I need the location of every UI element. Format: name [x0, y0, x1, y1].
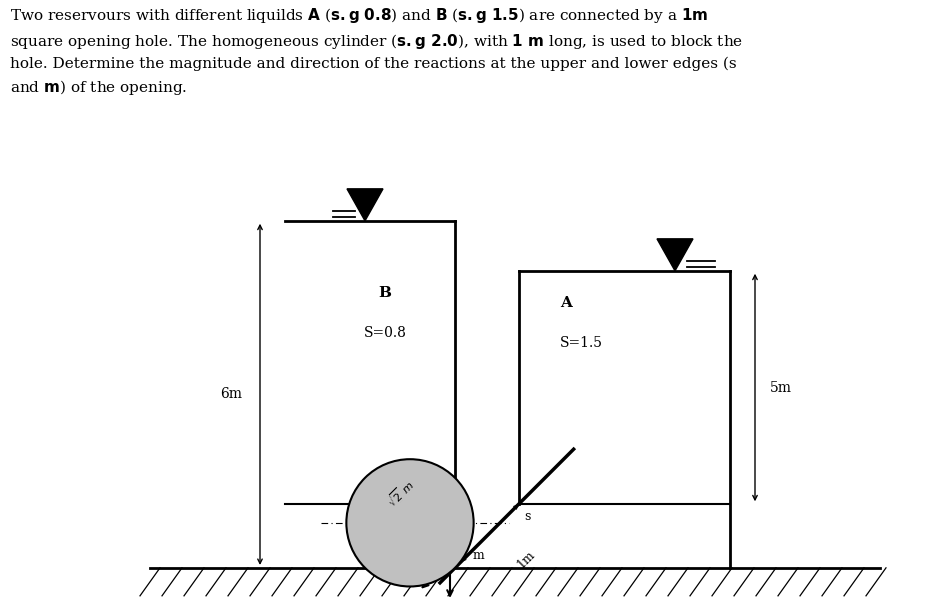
Text: s: s — [525, 510, 530, 523]
Text: $\sqrt{2}$ m: $\sqrt{2}$ m — [383, 476, 417, 510]
Text: 5m: 5m — [769, 381, 791, 395]
Text: S=0.8: S=0.8 — [363, 326, 406, 340]
Text: 1m: 1m — [514, 548, 538, 571]
Circle shape — [346, 459, 473, 587]
Text: B: B — [378, 286, 391, 300]
Polygon shape — [347, 189, 383, 221]
Polygon shape — [656, 239, 692, 271]
Text: m: m — [472, 549, 485, 562]
Text: Two reservours with different liquilds $\mathbf{A}$ ($\mathbf{s.g\ 0.8}$) and $\: Two reservours with different liquilds $… — [10, 6, 742, 97]
Text: A: A — [560, 296, 571, 310]
Text: S=1.5: S=1.5 — [560, 336, 603, 350]
Text: 6m: 6m — [220, 387, 242, 401]
Text: 45°: 45° — [411, 545, 434, 558]
